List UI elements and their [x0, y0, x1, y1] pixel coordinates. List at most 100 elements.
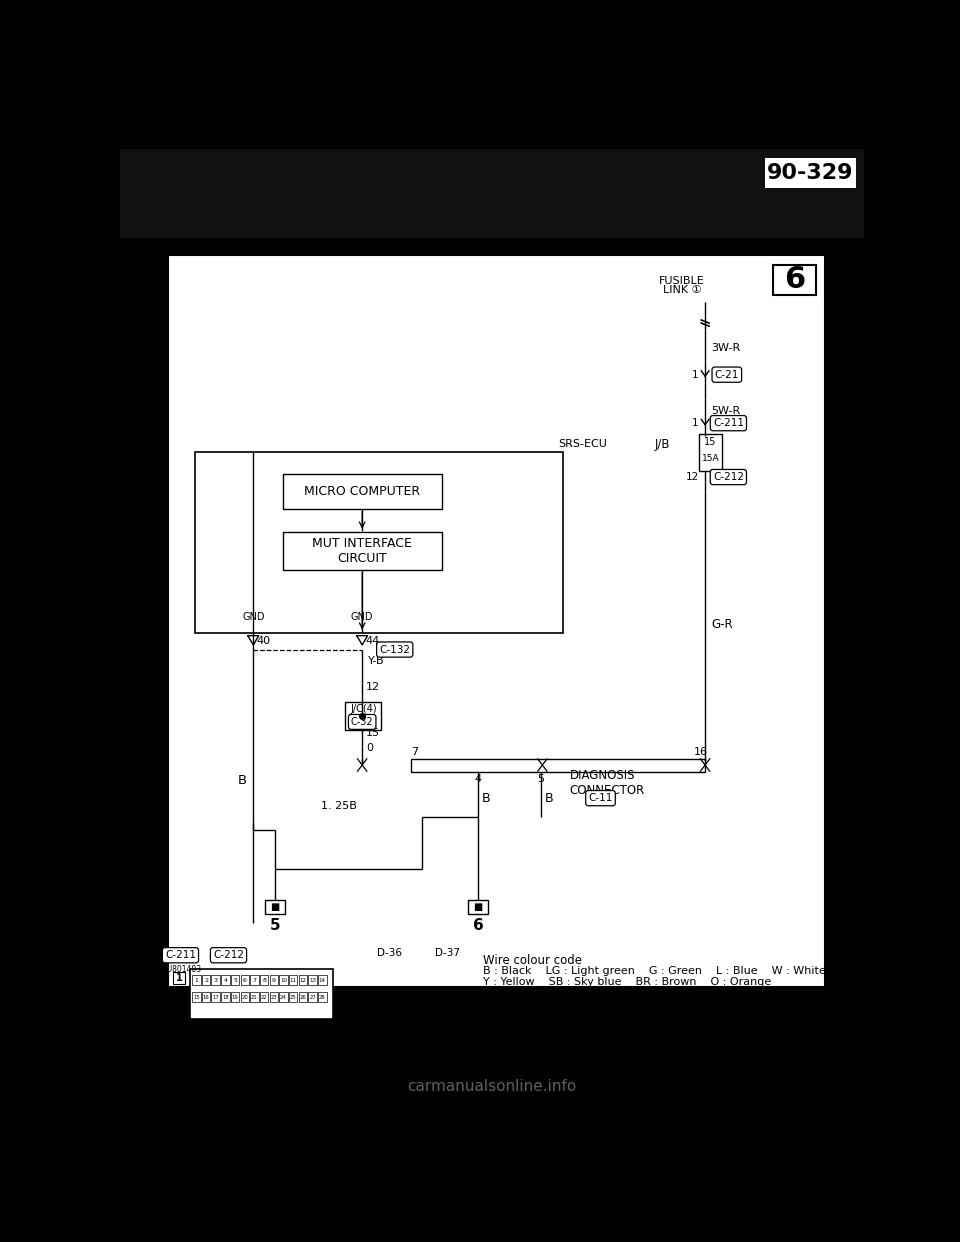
Text: D-37: D-37 [435, 949, 461, 959]
Text: J/C(4): J/C(4) [350, 704, 377, 714]
Text: 26: 26 [300, 995, 306, 1000]
Text: 24: 24 [280, 995, 287, 1000]
Text: 12: 12 [300, 977, 306, 982]
Text: 3: 3 [214, 977, 218, 982]
Text: C-21: C-21 [714, 370, 739, 380]
Text: 90-329: 90-329 [767, 163, 853, 183]
Text: 1: 1 [176, 974, 182, 984]
Bar [173, 972, 185, 985]
Bar [190, 969, 333, 1020]
Text: GR : Grey    R : Red    P : Pink    V : Violet    PU : Purple: GR : Grey R : Red P : Pink V : Violet PU… [483, 987, 783, 997]
Text: Y-B: Y-B [369, 656, 385, 666]
Text: 16: 16 [694, 746, 708, 756]
Text: ■: ■ [473, 902, 483, 912]
Bar [241, 975, 249, 985]
Bar [765, 158, 856, 188]
Text: 12: 12 [366, 682, 380, 692]
Text: 8: 8 [262, 977, 266, 982]
Text: 6: 6 [472, 918, 484, 933]
Text: FUSIBLE: FUSIBLE [659, 276, 705, 286]
Text: 3W-R: 3W-R [711, 343, 740, 353]
Text: C-11: C-11 [588, 794, 612, 804]
Bar [230, 975, 239, 985]
Text: 5W-R: 5W-R [711, 406, 740, 416]
Bar [120, 149, 864, 237]
Text: SRS-ECU: SRS-ECU [558, 438, 607, 448]
Text: H6J15E35CB: H6J15E35CB [735, 996, 801, 1006]
Bar [283, 474, 442, 509]
Bar [241, 992, 249, 1002]
Bar [221, 992, 229, 1002]
Text: 27: 27 [309, 995, 316, 1000]
Text: B : Black    LG : Light green    G : Green    L : Blue    W : White: B : Black LG : Light green G : Green L :… [483, 966, 826, 976]
Text: Wire colour code: Wire colour code [483, 954, 582, 966]
Bar [260, 992, 269, 1002]
Text: 1: 1 [692, 370, 699, 380]
Text: C-32: C-32 [350, 717, 373, 727]
Bar [265, 899, 285, 914]
Text: 0: 0 [366, 743, 373, 753]
Text: D-36: D-36 [377, 949, 402, 959]
Bar [251, 992, 259, 1002]
Text: 23: 23 [271, 995, 277, 1000]
Text: 7: 7 [252, 977, 256, 982]
Bar [283, 532, 442, 570]
Text: 13: 13 [309, 977, 316, 982]
Text: LINK ①: LINK ① [662, 286, 701, 296]
Bar [270, 992, 278, 1002]
Text: 1: 1 [194, 977, 199, 982]
Bar [168, 256, 826, 987]
Bar [318, 975, 326, 985]
Bar [468, 899, 488, 914]
Text: 17: 17 [212, 995, 219, 1000]
Bar [774, 265, 816, 296]
Text: 2: 2 [204, 977, 208, 982]
Bar [308, 975, 317, 985]
Text: 44: 44 [366, 636, 379, 646]
Text: 5: 5 [270, 918, 280, 933]
Text: carmanualsonline.info: carmanualsonline.info [407, 1079, 577, 1094]
Text: MU801403: MU801403 [160, 965, 201, 974]
Text: 15: 15 [366, 728, 380, 738]
Bar [230, 992, 239, 1002]
Text: 5: 5 [233, 977, 237, 982]
Bar [195, 452, 564, 632]
Text: 12: 12 [685, 472, 699, 482]
Bar [279, 975, 288, 985]
Bar [308, 992, 317, 1002]
Text: 28: 28 [319, 995, 325, 1000]
Bar [270, 975, 278, 985]
Bar [192, 975, 201, 985]
Bar [346, 702, 381, 729]
Bar [251, 975, 259, 985]
Text: DIAGNOSIS
CONNECTOR: DIAGNOSIS CONNECTOR [569, 769, 645, 797]
Bar [211, 975, 220, 985]
Bar [202, 975, 210, 985]
Text: GND: GND [351, 612, 373, 622]
Bar [299, 992, 307, 1002]
Text: 9: 9 [272, 977, 276, 982]
Text: G-R: G-R [711, 619, 732, 631]
Bar [211, 992, 220, 1002]
Text: 15: 15 [705, 437, 717, 447]
Text: 1. 25B: 1. 25B [321, 801, 356, 811]
Text: MUT INTERFACE
CIRCUIT: MUT INTERFACE CIRCUIT [312, 537, 412, 565]
Bar [289, 975, 298, 985]
Text: GND: GND [242, 612, 265, 622]
Text: MICRO COMPUTER: MICRO COMPUTER [304, 484, 420, 498]
Text: 20: 20 [241, 995, 248, 1000]
Text: 6: 6 [783, 266, 804, 294]
Text: 18: 18 [222, 995, 228, 1000]
Text: B: B [544, 791, 553, 805]
Text: ■: ■ [271, 902, 279, 912]
Text: 5: 5 [538, 774, 544, 784]
Bar [279, 992, 288, 1002]
Bar [202, 992, 210, 1002]
Text: 11: 11 [290, 977, 297, 982]
Text: 22: 22 [261, 995, 268, 1000]
Text: B: B [238, 774, 247, 787]
Text: C-212: C-212 [213, 950, 244, 960]
Text: 40: 40 [256, 636, 271, 646]
Text: 4: 4 [224, 977, 228, 982]
Text: Y : Yellow    SB : Sky blue    BR : Brown    O : Orange: Y : Yellow SB : Sky blue BR : Brown O : … [483, 976, 771, 987]
